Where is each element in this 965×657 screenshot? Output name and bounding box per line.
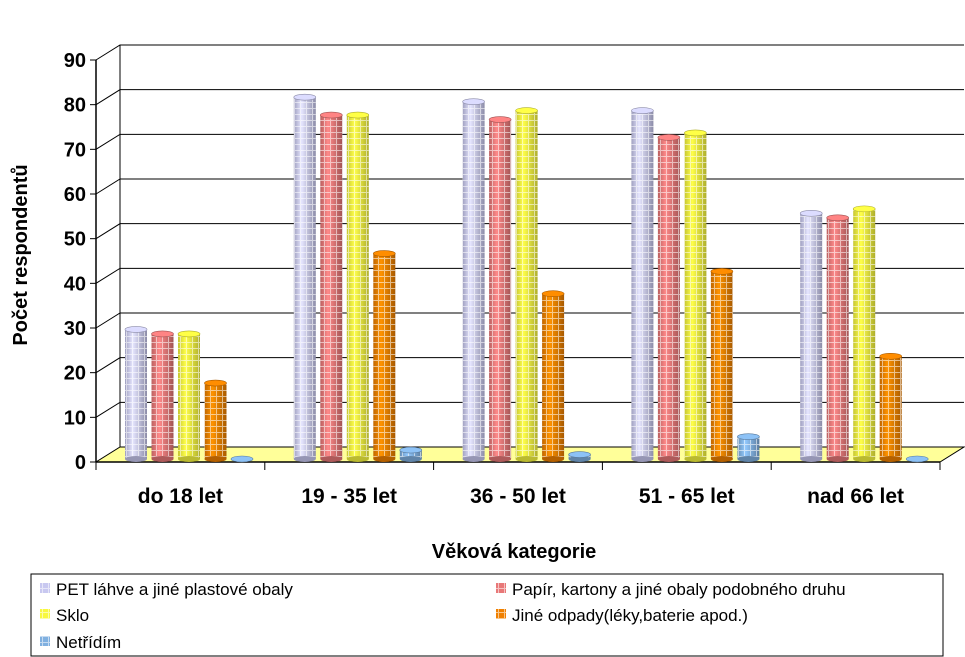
y-tick-label: 60 xyxy=(64,184,86,206)
legend-box xyxy=(30,573,944,657)
legend-label: PET láhve a jiné plastové obaly xyxy=(56,580,293,599)
bar xyxy=(737,433,760,462)
bar xyxy=(151,330,174,462)
y-tick-label: 30 xyxy=(64,318,86,340)
y-tick-label: 90 xyxy=(64,50,86,72)
y-tick-label: 20 xyxy=(64,363,86,385)
legend-label: Jiné odpady(léky,baterie apod.) xyxy=(512,606,748,625)
bar xyxy=(631,107,654,462)
bar xyxy=(346,111,370,462)
x-tick-label: 19 - 35 let xyxy=(301,485,397,508)
bar xyxy=(852,205,876,462)
legend-item: Jiné odpady(léky,baterie apod.) xyxy=(496,606,748,625)
legend: PET láhve a jiné plastové obaly Papír, ka… xyxy=(30,573,944,657)
bar xyxy=(488,116,512,462)
bar xyxy=(124,326,148,462)
legend-item: PET láhve a jiné plastové obaly xyxy=(40,580,293,599)
bar xyxy=(657,134,681,462)
y-tick-label: 50 xyxy=(64,229,86,251)
bar xyxy=(372,250,396,462)
legend-item: Netřídím xyxy=(40,633,121,652)
bar xyxy=(879,352,903,462)
bar xyxy=(568,451,591,462)
gridline xyxy=(95,44,964,61)
x-tick-label: nad 66 let xyxy=(807,485,904,508)
x-axis-title: Věková kategorie xyxy=(432,541,597,563)
bars xyxy=(124,93,929,463)
y-tick-label: 40 xyxy=(64,273,86,295)
y-tick-label: 80 xyxy=(64,95,86,117)
bar xyxy=(177,330,201,462)
bar xyxy=(319,111,343,462)
legend-label: Sklo xyxy=(56,606,89,625)
bar xyxy=(826,214,850,462)
bar xyxy=(230,455,254,463)
legend-item: Sklo xyxy=(40,606,89,625)
y-tick-label: 70 xyxy=(64,139,86,161)
y-tick-label: 0 xyxy=(75,452,86,474)
bar xyxy=(905,455,929,463)
x-tick-label: 51 - 65 let xyxy=(639,485,735,508)
bar xyxy=(541,290,565,462)
bar xyxy=(204,379,227,462)
bar xyxy=(710,268,734,462)
bar xyxy=(515,107,538,462)
bar xyxy=(684,129,707,462)
x-tick-label: do 18 let xyxy=(138,485,223,508)
x-tick-label: 36 - 50 let xyxy=(470,485,566,508)
y-tick-label: 10 xyxy=(64,407,86,429)
axis-labels: 0 10 20 30 40 50 60 70 80 90 do 18 let 19 - 35 let 3… xyxy=(64,50,904,508)
legend-label: Netřídím xyxy=(56,633,121,652)
y-axis-title: Počet respondentů xyxy=(10,164,32,345)
gridline xyxy=(95,89,964,106)
bar xyxy=(399,446,423,462)
legend-item: Papír, kartony a jiné obaly podobného dr… xyxy=(496,580,846,599)
bar xyxy=(462,98,485,462)
bar xyxy=(799,210,823,462)
bar xyxy=(293,93,317,462)
legend-label: Papír, kartony a jiné obaly podobného dr… xyxy=(512,580,846,599)
